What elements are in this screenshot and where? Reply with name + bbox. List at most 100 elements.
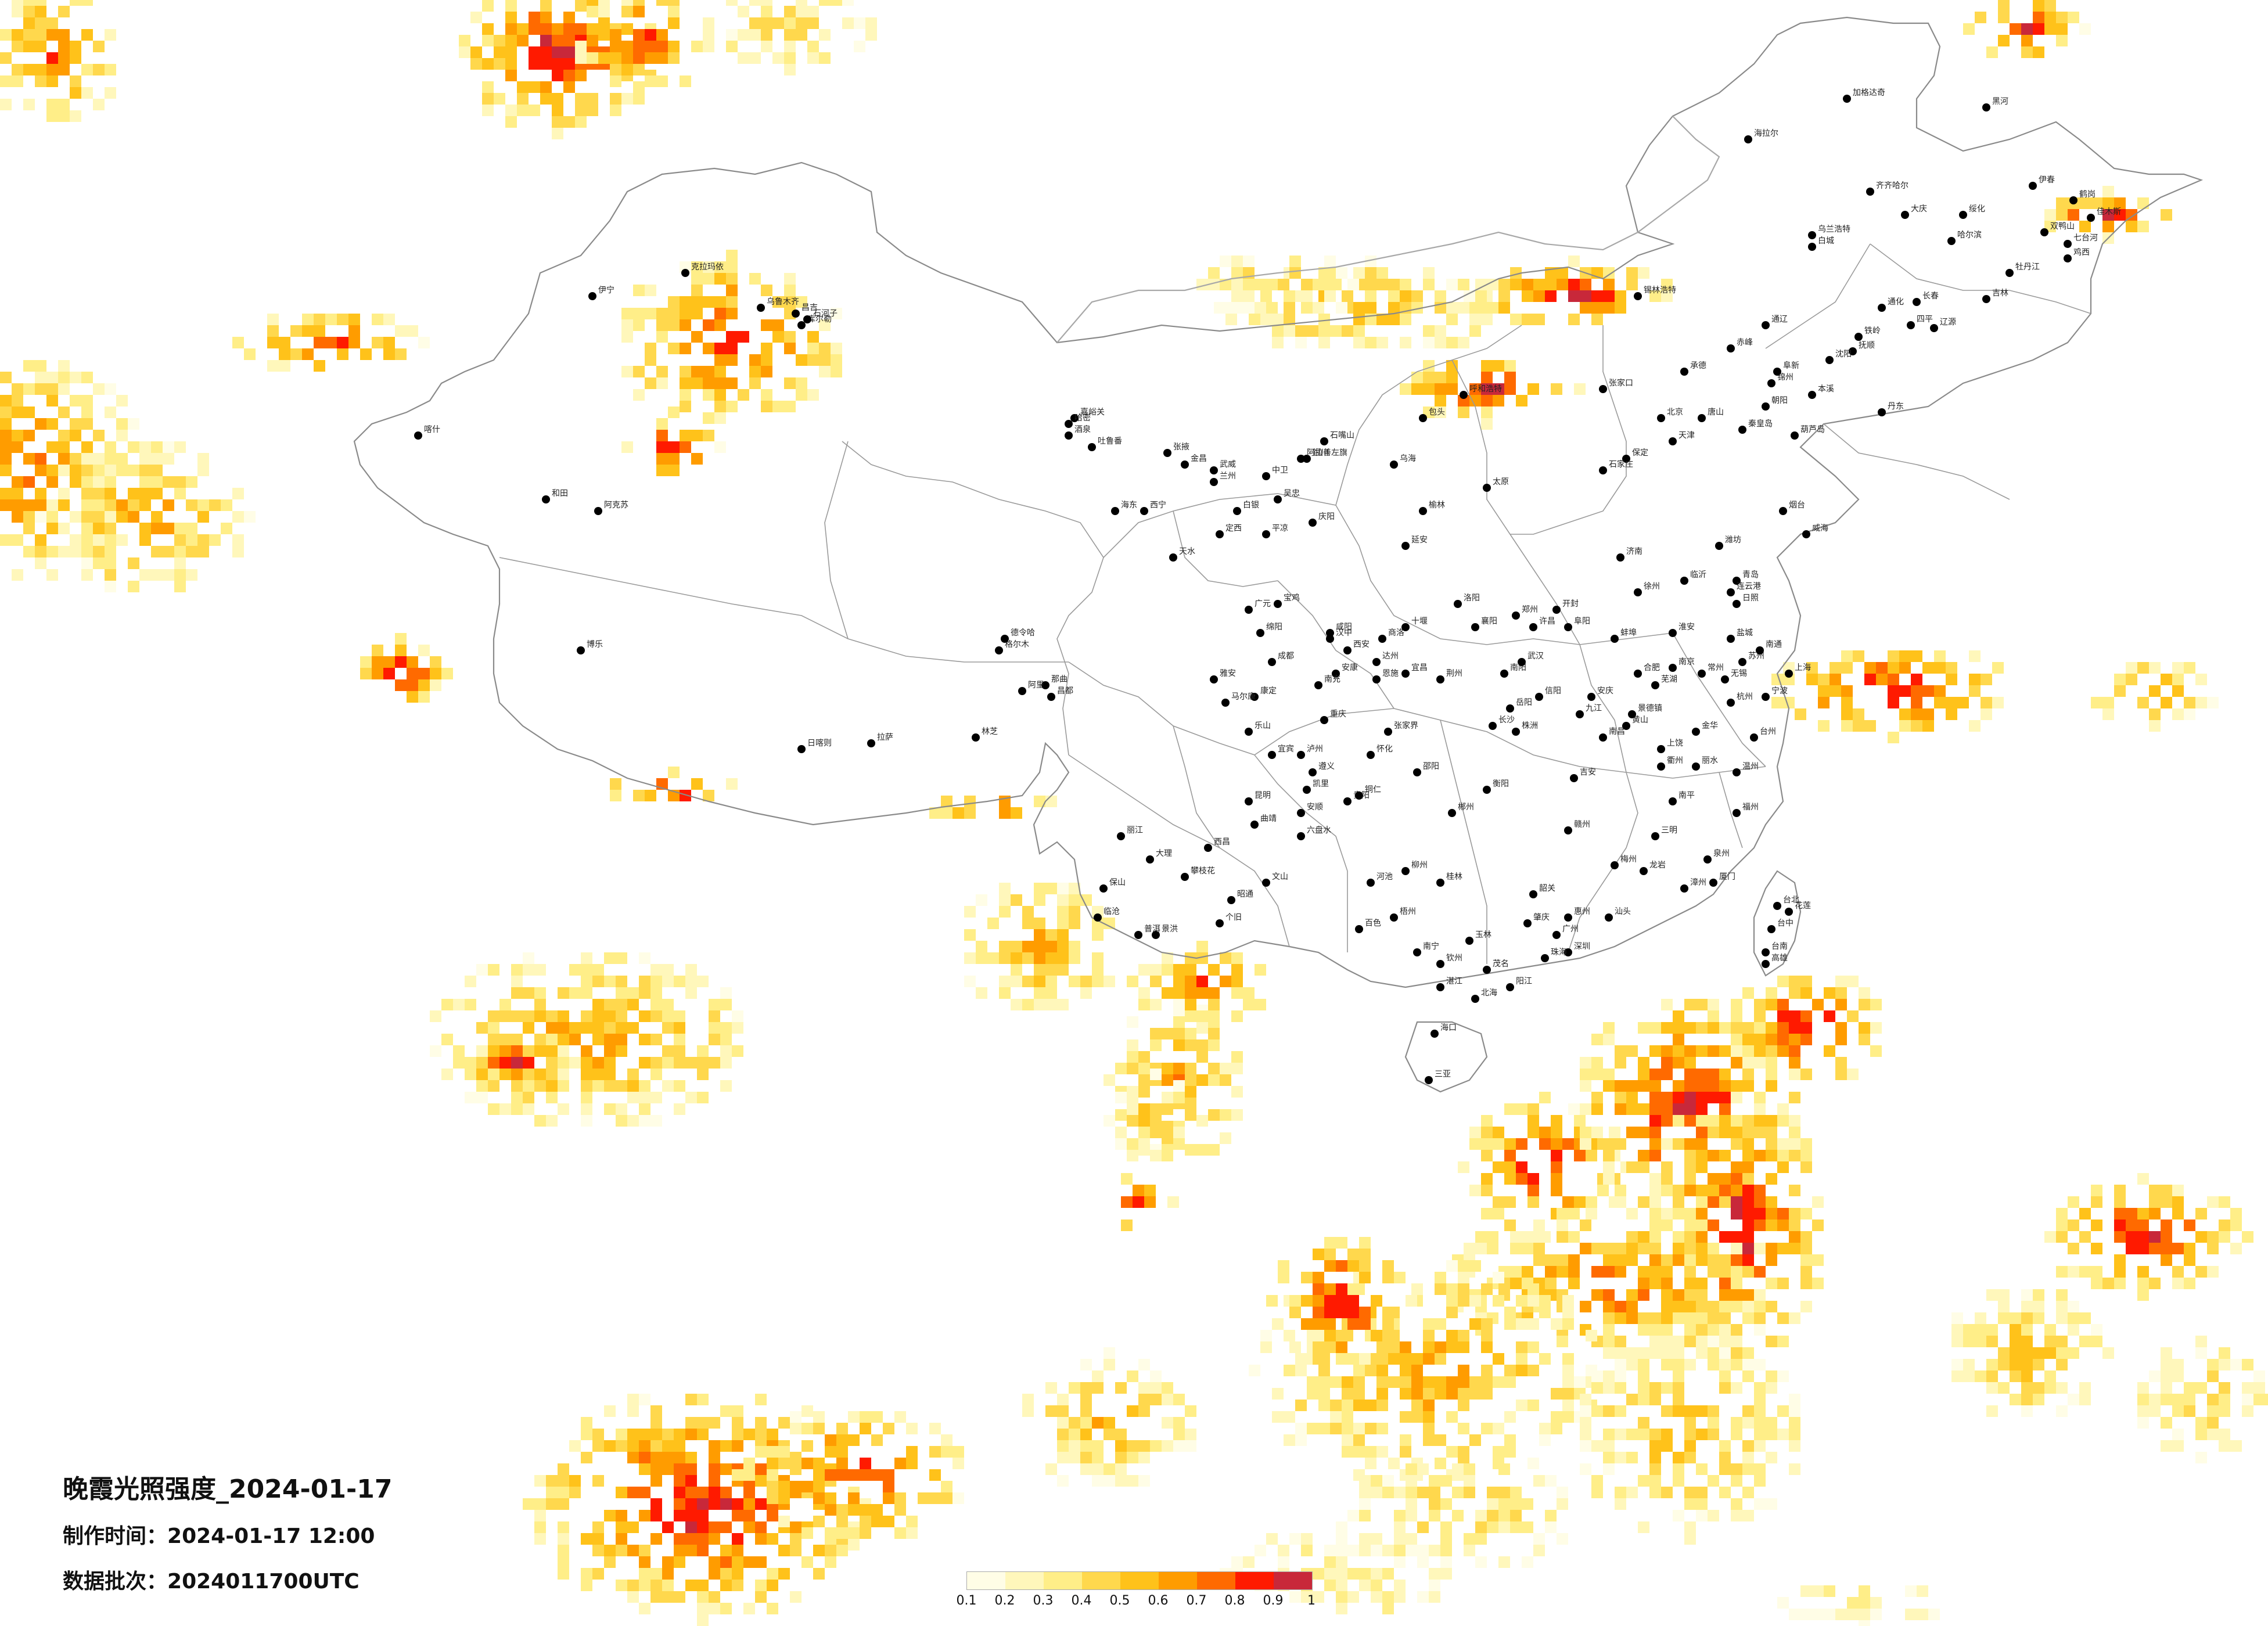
glow-cell	[1400, 314, 1411, 325]
glow-cell	[2184, 1254, 2195, 1266]
city-dot	[1419, 507, 1427, 515]
glow-cell	[1719, 1370, 1731, 1382]
glow-cell	[1342, 1376, 1353, 1388]
glow-cell	[1504, 1446, 1516, 1458]
glow-cell	[691, 778, 703, 790]
glow-cell	[720, 1463, 732, 1475]
city-marker: 石家庄	[1599, 459, 1633, 474]
glow-cell	[767, 1603, 778, 1614]
glow-cell	[1719, 1103, 1731, 1115]
city-dot	[1245, 606, 1253, 614]
glow-cell	[1754, 1312, 1766, 1324]
glow-cell	[511, 1010, 523, 1022]
city-label: 南宁	[1423, 941, 1439, 951]
glow-cell	[1742, 1243, 1754, 1254]
city-dot	[1401, 670, 1410, 678]
glow-cell	[831, 366, 842, 377]
glow-cell	[714, 354, 726, 366]
glow-cell	[1649, 1243, 1661, 1254]
city-label: 铁岭	[1864, 326, 1881, 336]
glow-cell	[1173, 1039, 1185, 1051]
glow-cell	[505, 46, 517, 58]
city-label: 鸡西	[2073, 247, 2090, 257]
glow-cell	[2010, 1312, 2021, 1324]
glow-cell	[1754, 1115, 1766, 1127]
glow-cell	[778, 1481, 790, 1492]
glow-cell	[2207, 1243, 2219, 1254]
glow-cell	[1481, 1318, 1493, 1330]
glow-cell	[1696, 1196, 1708, 1208]
glow-cell	[1800, 1069, 1812, 1080]
glow-cell	[1266, 302, 1278, 314]
glow-cell	[1162, 1028, 1173, 1039]
glow-cell	[1708, 1359, 1719, 1370]
glow-cell	[1580, 1057, 1591, 1069]
glow-cell	[430, 668, 441, 679]
city-dot	[1622, 455, 1630, 463]
glow-cell	[1580, 1138, 1591, 1150]
glow-cell	[581, 1580, 592, 1591]
glow-cell	[627, 1022, 639, 1034]
glow-cell	[1864, 674, 1876, 685]
city-label: 秦皇岛	[1748, 419, 1773, 429]
glow-cell	[691, 453, 703, 465]
glow-cell	[1481, 1208, 1493, 1220]
glow-cell	[2056, 12, 2068, 23]
city-label: 赤峰	[1737, 338, 1753, 347]
glow-cell	[563, 23, 575, 35]
glow-cell	[1742, 1405, 1754, 1417]
glow-cell	[93, 534, 105, 546]
glow-cell	[645, 52, 656, 64]
glow-cell	[1313, 1591, 1324, 1603]
glow-cell	[1272, 325, 1284, 337]
glow-cell	[697, 1510, 709, 1521]
glow-cell	[784, 273, 796, 285]
glow-cell	[1684, 1452, 1696, 1463]
glow-cell	[703, 261, 714, 273]
city-marker: 深圳	[1564, 942, 1590, 956]
glow-cell	[1115, 1452, 1127, 1463]
glow-cell	[627, 1521, 639, 1533]
glow-cell	[1742, 1289, 1754, 1301]
glow-cell	[685, 1545, 697, 1556]
city-marker: 潍坊	[1715, 535, 1741, 550]
glow-cell	[1708, 1254, 1719, 1266]
glow-cell	[2079, 23, 2091, 35]
glow-cell	[1533, 1475, 1545, 1487]
glow-cell	[1359, 1510, 1371, 1521]
glow-cell	[540, 93, 552, 105]
glow-cell	[627, 999, 639, 1010]
glow-cell	[46, 476, 58, 488]
glow-cell	[749, 377, 761, 389]
city-dot	[1907, 321, 1915, 329]
glow-cell	[1522, 279, 1533, 290]
glow-cell	[2207, 1196, 2219, 1208]
city-dot	[1140, 507, 1148, 515]
glow-cell	[1591, 1370, 1603, 1382]
glow-cell	[581, 1069, 592, 1080]
glow-cell	[35, 383, 46, 395]
glow-cell	[290, 348, 302, 360]
glow-cell	[1800, 1208, 1812, 1220]
glow-cell	[1661, 1220, 1673, 1231]
glow-cell	[1533, 1254, 1545, 1266]
glow-cell	[511, 1034, 523, 1045]
glow-cell	[1423, 1353, 1435, 1365]
glow-cell	[1324, 1295, 1336, 1307]
glow-cell	[703, 412, 714, 424]
city-dot	[1651, 681, 1659, 689]
glow-cell	[1580, 1243, 1591, 1254]
glow-cell	[1342, 290, 1353, 302]
glow-cell	[1411, 302, 1423, 314]
glow-cell	[1963, 1336, 1975, 1347]
city-dot	[1500, 670, 1508, 678]
glow-cell	[499, 1034, 511, 1045]
glow-cell	[1719, 1266, 1731, 1278]
glow-cell	[12, 383, 23, 395]
glow-cell	[633, 52, 645, 64]
glow-cell	[662, 1045, 674, 1057]
city-marker: 张掖	[1163, 443, 1189, 457]
glow-cell	[1946, 697, 1957, 708]
glow-cell	[2253, 1382, 2265, 1394]
glow-cell	[1731, 1010, 1742, 1022]
